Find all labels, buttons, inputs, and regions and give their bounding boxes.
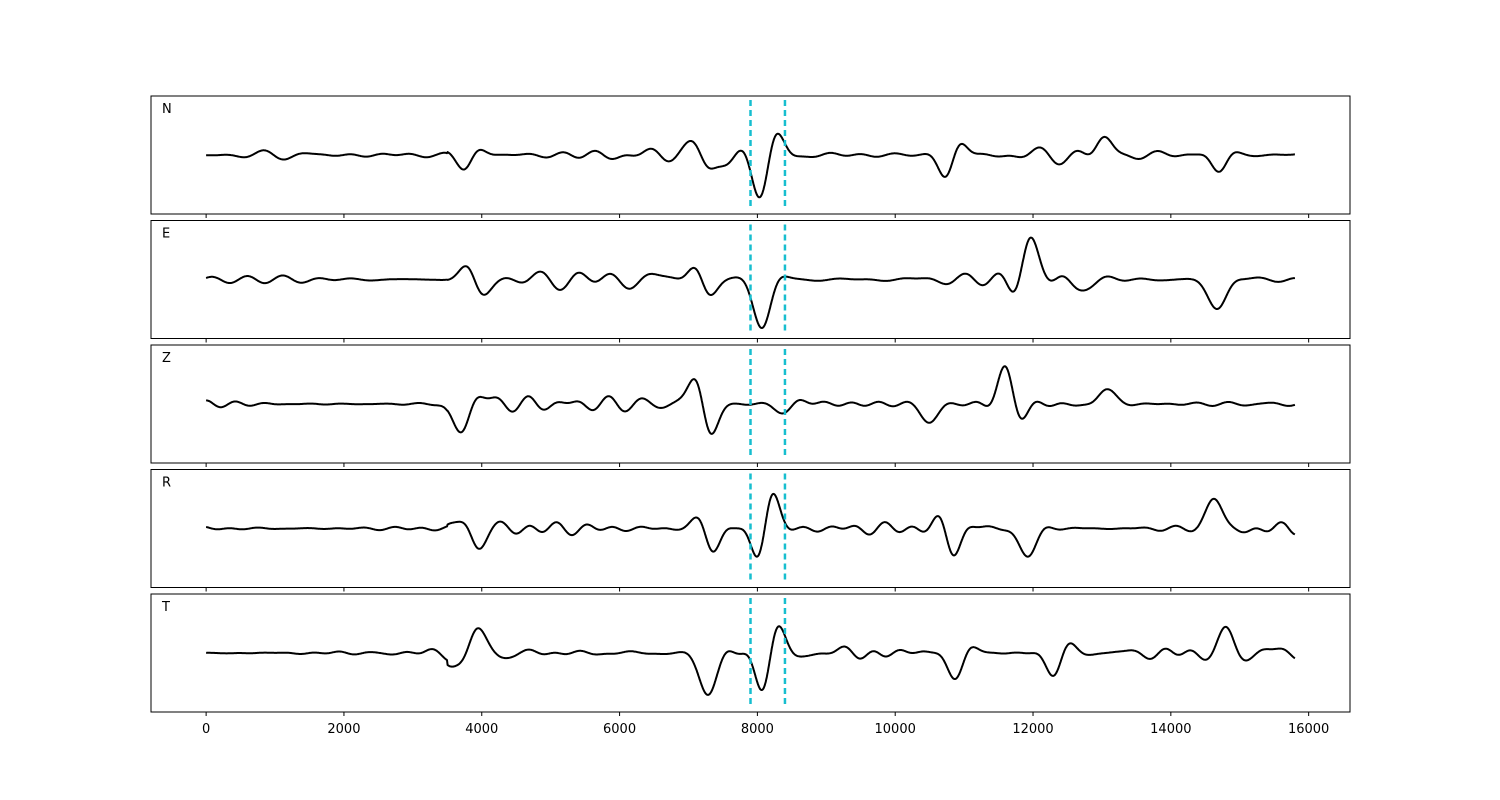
panel-label: T <box>161 600 170 615</box>
panel-label: Z <box>162 351 171 366</box>
panels-group: N E Z R T <box>150 95 1351 716</box>
panel-label: E <box>162 227 170 242</box>
x-tick-label: 10000 <box>875 722 916 737</box>
panel-r: R <box>150 469 1351 592</box>
panel-t: T <box>150 593 1351 716</box>
x-axis: 0 2000 4000 6000 8000 10000 12000 14000 16000 <box>202 722 1329 737</box>
x-tick-label: 6000 <box>603 722 636 737</box>
panel-frame <box>150 344 1351 464</box>
x-tick-label: 14000 <box>1150 722 1191 737</box>
panel-n: N <box>150 95 1351 218</box>
panel-frame <box>150 593 1351 713</box>
x-tick-label: 8000 <box>741 722 774 737</box>
panel-e: E <box>150 220 1351 343</box>
panel-z: Z <box>150 344 1351 467</box>
panel-frame <box>150 220 1351 339</box>
x-tick-label: 16000 <box>1288 722 1329 737</box>
panel-frame <box>150 95 1351 215</box>
x-tick-label: 12000 <box>1012 722 1053 737</box>
panel-frame <box>150 469 1351 588</box>
panel-label: N <box>162 102 172 117</box>
x-tick-label: 4000 <box>465 722 498 737</box>
panel-label: R <box>162 476 171 491</box>
x-tick-label: 0 <box>202 722 210 737</box>
x-tick-label: 2000 <box>327 722 360 737</box>
